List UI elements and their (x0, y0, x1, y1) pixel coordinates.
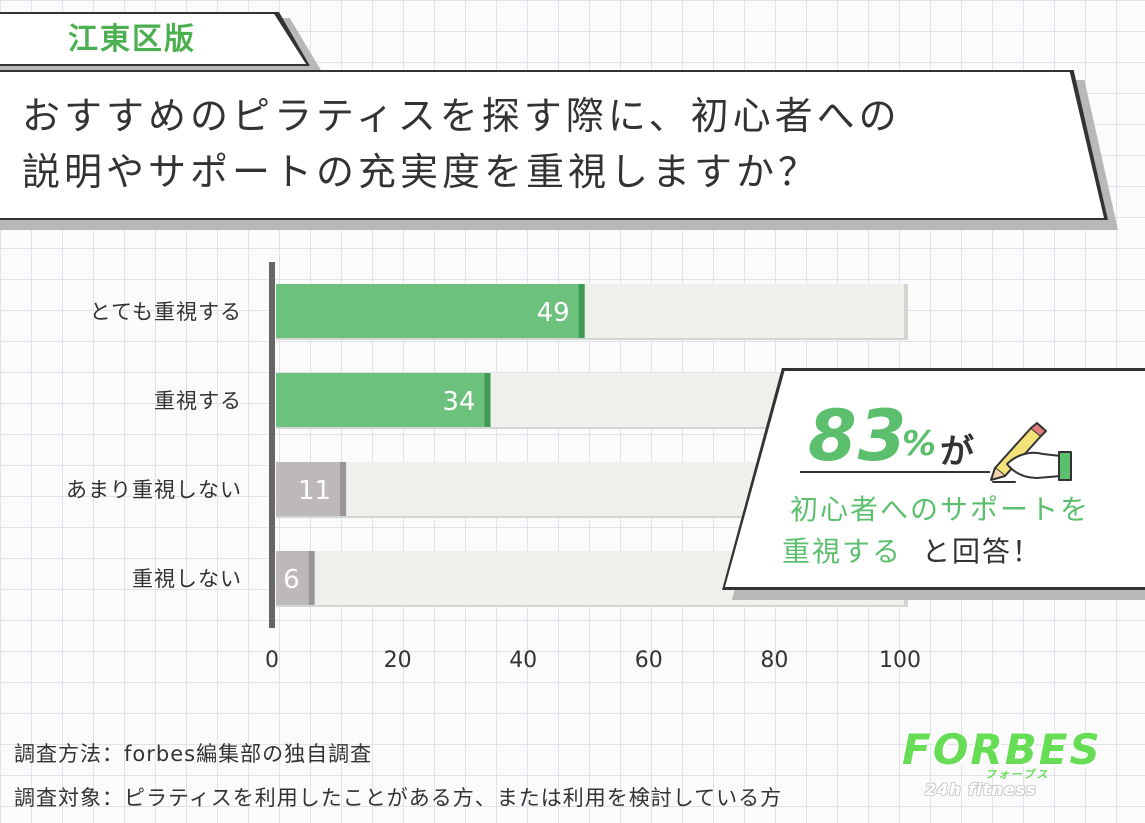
bar-edge (340, 462, 347, 516)
bar (276, 462, 346, 516)
logo-kana: フォーブス (985, 768, 1050, 781)
callout-line-2-emphasis: 重視する (782, 535, 903, 568)
bar-edge (578, 284, 585, 338)
x-tick-label: 40 (509, 648, 537, 673)
bar (276, 373, 490, 427)
x-tick-label: 20 (384, 648, 412, 673)
x-tick-label: 60 (635, 648, 663, 673)
bar-value-label: 49 (537, 298, 570, 328)
bar-edge (484, 373, 491, 427)
callout-line-1: 初心者へのサポートを (790, 493, 1091, 526)
callout-line-2-rest: と回答！ (922, 535, 1043, 568)
category-label: 重視しない (132, 567, 242, 591)
bar-edge (308, 551, 315, 605)
y-axis-line (269, 262, 275, 628)
bar-value-label: 6 (283, 565, 300, 595)
x-tick-label: 0 (265, 648, 279, 673)
survey-method: 調査方法：forbes編集部の独自調査 (14, 742, 373, 766)
survey-target: 調査対象：ピラティスを利用したことがある方、または利用を検討している方 (14, 786, 783, 810)
logo-subtitle: 24h fitness (925, 780, 1037, 799)
callout-particle: が (940, 432, 974, 472)
category-label: とても重視する (90, 300, 242, 324)
bar (276, 551, 314, 605)
callout-percent: % (902, 424, 937, 464)
pencil-hand-icon (990, 422, 1072, 483)
category-label: 重視する (154, 389, 242, 413)
callout-underline (800, 471, 990, 473)
chart-title-line-1: おすすめのピラティスを探す際に、初心者への (22, 94, 901, 138)
bar (276, 284, 584, 338)
bar-value-label: 34 (442, 387, 475, 417)
chart-title: おすすめのピラティスを探す際に、初心者への 説明やサポートの充実度を重視しますか… (22, 88, 1082, 200)
region-tag: 江東区版 (68, 22, 196, 57)
callout-number: 83 (808, 395, 908, 477)
x-tick-label: 80 (760, 648, 788, 673)
callout-box (725, 371, 1145, 587)
category-label: あまり重視しない (66, 478, 242, 502)
title-box (0, 72, 1104, 218)
logo-wordmark: FORBES (902, 725, 1102, 774)
bar-value-label: 11 (298, 476, 331, 506)
tag-box (0, 14, 306, 64)
chart-title-line-2: 説明やサポートの充実度を重視しますか？ (22, 150, 821, 194)
x-tick-label: 100 (879, 648, 921, 673)
